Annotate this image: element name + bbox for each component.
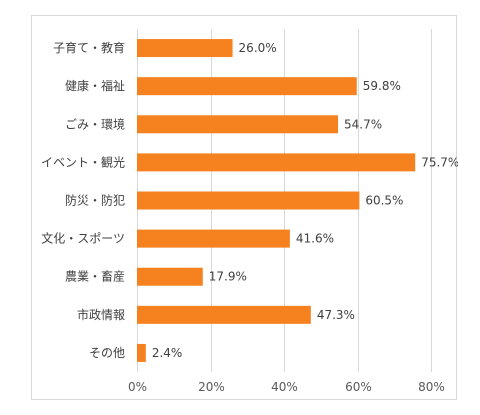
data-label: 54.7%	[344, 117, 382, 131]
category-label: 子育て・教育	[53, 40, 125, 55]
bar	[137, 267, 203, 286]
bar	[137, 39, 233, 58]
bar	[137, 305, 311, 324]
x-tick-label: 40%	[271, 380, 298, 394]
bar	[137, 343, 146, 362]
x-tick-label: 60%	[345, 380, 372, 394]
data-label: 75.7%	[421, 155, 458, 169]
data-label: 60.5%	[365, 194, 403, 208]
category-label: 健康・福祉	[65, 78, 125, 93]
bar	[137, 229, 290, 248]
bar	[137, 115, 339, 134]
bar	[137, 153, 416, 172]
data-label: 26.0%	[239, 41, 277, 55]
category-label: 市政情報	[77, 307, 125, 322]
x-axis-tick-labels: 0% 20% 40% 60% 80%	[128, 380, 445, 394]
data-label: 47.3%	[317, 308, 355, 322]
data-label: 17.9%	[209, 270, 247, 284]
x-tick-label: 0%	[128, 380, 147, 394]
bar-chart: 子育て・教育健康・福祉ごみ・環境イベント・観光防災・防犯文化・スポーツ農業・畜産…	[41, 29, 458, 394]
category-label: その他	[89, 346, 125, 360]
category-label: イベント・観光	[41, 155, 125, 169]
x-tick-label: 20%	[198, 380, 225, 394]
category-label: ごみ・環境	[65, 116, 125, 131]
category-label: 防災・防犯	[65, 193, 125, 208]
data-label: 59.8%	[363, 79, 401, 93]
bar	[137, 191, 360, 210]
category-label: 農業・畜産	[65, 269, 125, 284]
value-labels: 26.0% 59.8% 54.7% 75.7% 60.5% 41.6% 17.9% 47.3%…	[152, 41, 458, 360]
chart-frame: 子育て・教育健康・福祉ごみ・環境イベント・観光防災・防犯文化・スポーツ農業・畜産…	[31, 15, 458, 400]
data-label: 41.6%	[296, 232, 334, 246]
bar	[137, 77, 357, 96]
data-label: 2.4%	[152, 346, 183, 360]
category-label: 文化・スポーツ	[41, 231, 125, 246]
x-tick-label: 80%	[418, 380, 445, 394]
category-labels: 子育て・教育健康・福祉ごみ・環境イベント・観光防災・防犯文化・スポーツ農業・畜産…	[41, 40, 125, 360]
bars	[137, 39, 416, 362]
